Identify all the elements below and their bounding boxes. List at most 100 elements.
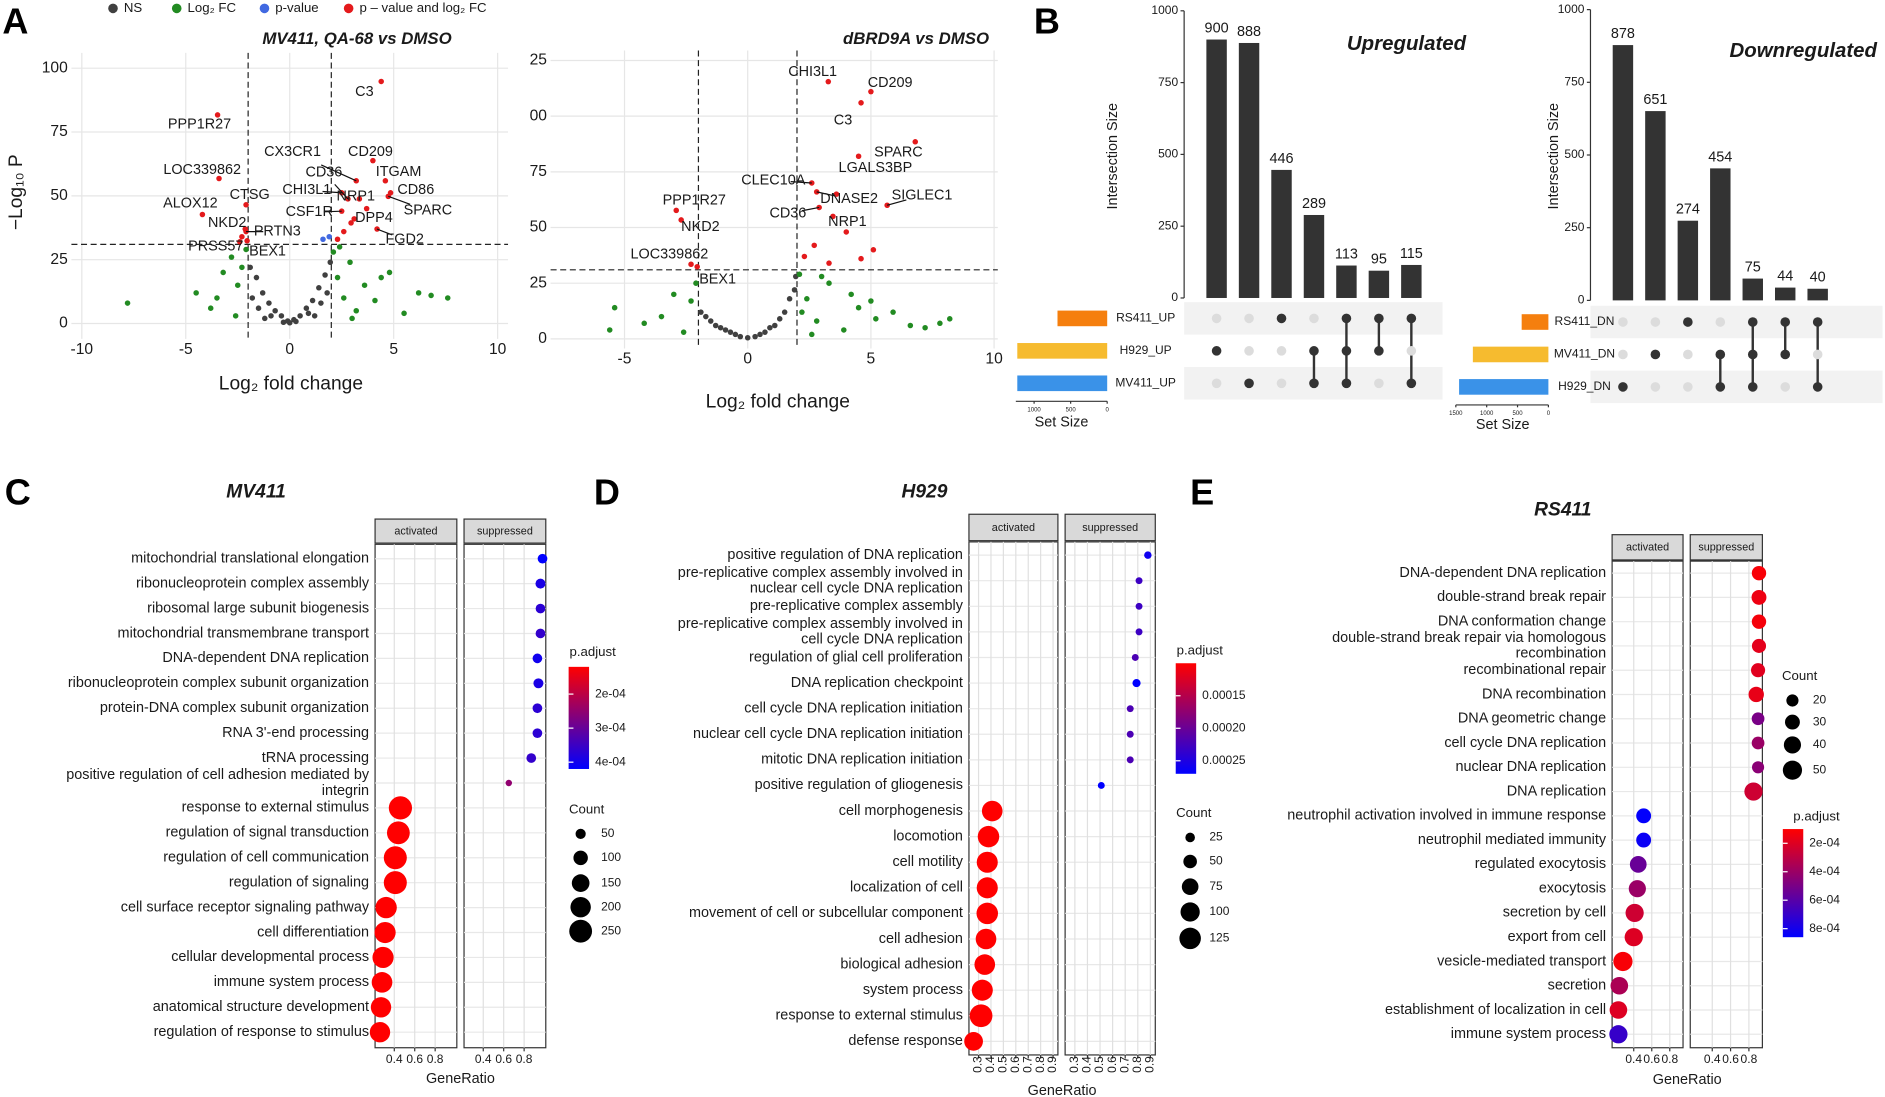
gene-label: CD209 bbox=[348, 144, 393, 160]
bar-value-label: 40 bbox=[1810, 270, 1826, 286]
legend-title: p.adjust bbox=[570, 644, 617, 659]
x-tick-label: 0.6 bbox=[495, 1052, 512, 1066]
size-legend-label: 125 bbox=[1209, 931, 1229, 945]
bar-value-label: 878 bbox=[1611, 26, 1635, 42]
point bbox=[305, 310, 312, 317]
point bbox=[353, 307, 360, 314]
chart-title: Upregulated bbox=[1347, 33, 1467, 55]
color-tick-label: 2e-04 bbox=[595, 686, 626, 700]
x-tick-label: 0.6 bbox=[1008, 1056, 1022, 1073]
leader-line bbox=[320, 164, 357, 182]
dot bbox=[505, 779, 513, 787]
point bbox=[311, 313, 318, 319]
matrix-dot bbox=[1341, 378, 1352, 389]
bar bbox=[1775, 287, 1796, 301]
gene-label: LOC339862 bbox=[163, 162, 241, 178]
dot bbox=[1610, 976, 1629, 995]
dot bbox=[388, 796, 413, 820]
dot bbox=[1751, 565, 1767, 581]
size-legend-dot bbox=[1185, 832, 1195, 843]
set-size-bar bbox=[1521, 314, 1549, 330]
point bbox=[855, 153, 862, 160]
dot bbox=[535, 603, 546, 614]
size-legend-dot bbox=[573, 850, 588, 866]
gene-label: CD209 bbox=[868, 75, 913, 91]
point bbox=[278, 313, 285, 319]
set-size-tick-label: 0 bbox=[1547, 411, 1551, 417]
facet-strip bbox=[1689, 534, 1763, 561]
point bbox=[336, 244, 343, 250]
x-tick-label: 0.4 bbox=[1704, 1052, 1721, 1066]
gene-label: CLEC10A bbox=[741, 172, 805, 188]
matrix-dot bbox=[1374, 378, 1384, 389]
point bbox=[349, 315, 355, 322]
dot bbox=[1135, 628, 1143, 636]
point bbox=[870, 247, 877, 253]
x-tick-label: 0.7 bbox=[1117, 1056, 1131, 1073]
point bbox=[811, 242, 818, 249]
dot bbox=[369, 1021, 391, 1043]
color-bar bbox=[1782, 829, 1804, 938]
term-label: locomotion bbox=[893, 828, 963, 844]
matrix-dot bbox=[1812, 317, 1823, 327]
dot bbox=[535, 628, 546, 639]
term-label: cell adhesion bbox=[879, 931, 963, 947]
panel-label: C bbox=[5, 472, 31, 513]
term-label: DNA conformation change bbox=[1438, 613, 1606, 629]
term-label: ribonucleoprotein complex assembly bbox=[136, 575, 370, 591]
point bbox=[868, 298, 874, 304]
dot bbox=[1625, 903, 1644, 923]
matrix-dot bbox=[1650, 317, 1661, 327]
leader-line bbox=[376, 228, 393, 236]
dot bbox=[976, 902, 999, 925]
facet-label: activated bbox=[1626, 542, 1669, 554]
point bbox=[286, 319, 293, 326]
point bbox=[830, 213, 836, 220]
term-label: export from cell bbox=[1508, 929, 1607, 945]
color-tick-label: 8e-04 bbox=[1809, 921, 1840, 935]
dot bbox=[1609, 1001, 1628, 1019]
matrix-dot bbox=[1715, 382, 1726, 392]
point bbox=[752, 333, 758, 340]
point bbox=[259, 290, 266, 296]
y-tick-label: 1000 bbox=[1151, 3, 1178, 17]
color-bar bbox=[568, 666, 590, 769]
point bbox=[243, 246, 249, 253]
facet-panel bbox=[463, 543, 547, 1049]
bar bbox=[1271, 169, 1292, 298]
point bbox=[444, 295, 451, 301]
size-legend-dot bbox=[1786, 694, 1799, 707]
gene-label: PPP1R27 bbox=[168, 116, 231, 132]
bar bbox=[1742, 278, 1763, 301]
y-tick-label: 50 bbox=[530, 219, 548, 236]
point bbox=[703, 313, 709, 320]
point bbox=[272, 307, 278, 314]
bar bbox=[1612, 45, 1634, 301]
dot bbox=[1751, 638, 1767, 653]
x-tick-label: 0.4 bbox=[1080, 1056, 1094, 1073]
gene-label: BEX1 bbox=[699, 272, 736, 288]
term-label: system process bbox=[863, 982, 963, 998]
term-label: DNA-dependent DNA replication bbox=[162, 650, 369, 666]
facet-strip bbox=[968, 513, 1059, 542]
term-label: cellular developmental process bbox=[171, 949, 369, 965]
y-tick-label: 500 bbox=[1564, 147, 1584, 161]
x-axis-label: Log₂ fold change bbox=[219, 374, 363, 395]
point bbox=[858, 100, 864, 106]
point bbox=[658, 313, 665, 320]
point bbox=[348, 220, 354, 226]
dot bbox=[1751, 761, 1765, 774]
legend-title: Count bbox=[569, 801, 605, 816]
matrix-dot bbox=[1618, 349, 1628, 360]
matrix-dot bbox=[1780, 382, 1791, 392]
dot bbox=[1628, 880, 1646, 898]
set-size-bar bbox=[1017, 375, 1108, 392]
dot bbox=[383, 846, 407, 870]
x-tick-label: 0.8 bbox=[516, 1052, 533, 1066]
point bbox=[732, 331, 739, 338]
point bbox=[744, 334, 751, 341]
point bbox=[767, 324, 773, 331]
x-tick-label: 0.6 bbox=[1722, 1052, 1739, 1066]
term-label: DNA geometric change bbox=[1458, 711, 1606, 727]
